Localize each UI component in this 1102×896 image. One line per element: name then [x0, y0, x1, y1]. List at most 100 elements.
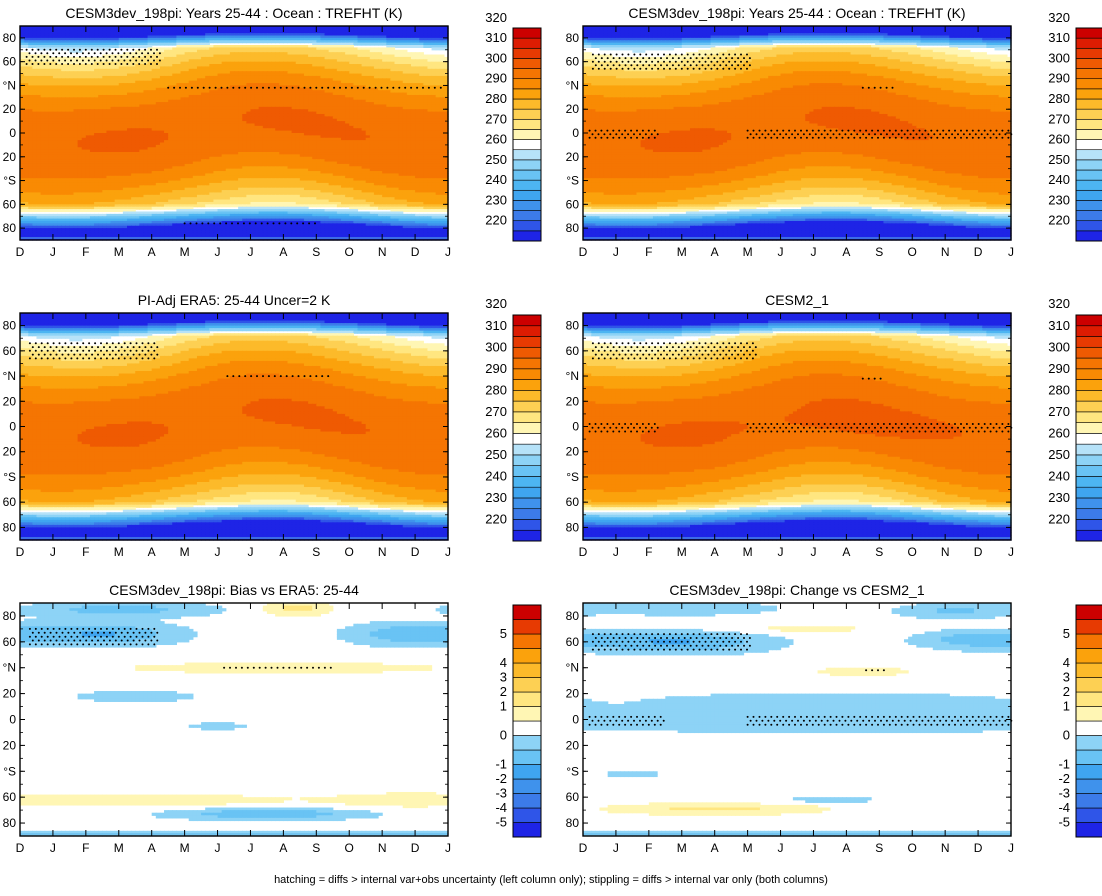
field-cell [254, 66, 260, 70]
field-cell [324, 54, 330, 58]
field-cell [369, 56, 375, 60]
field-cell [390, 56, 396, 60]
field-cell [44, 68, 50, 72]
field-cell [341, 56, 346, 60]
field-cell [164, 61, 169, 65]
field-cell [89, 28, 95, 32]
field-cell [217, 54, 223, 58]
field-cell [328, 42, 334, 46]
field-cell [106, 26, 112, 29]
field-cell [184, 26, 190, 29]
field-cell [345, 71, 350, 75]
field-cell [36, 42, 42, 46]
field-cell [164, 35, 169, 39]
field-cell [52, 42, 58, 46]
field-cell [295, 37, 301, 41]
field-cell [283, 68, 289, 72]
field-cell [365, 37, 371, 41]
field-cell [349, 40, 354, 44]
field-cell [439, 59, 445, 63]
field-cell [85, 35, 91, 39]
field-cell [266, 59, 272, 63]
field-cell [365, 73, 371, 77]
field-cell [295, 40, 301, 44]
field-cell [213, 33, 219, 37]
field-cell [81, 30, 87, 34]
field-cell [114, 45, 120, 48]
field-cell [159, 37, 165, 41]
field-cell [324, 61, 330, 65]
field-cell [143, 71, 149, 75]
field-cell [192, 30, 198, 34]
field-cell [94, 30, 99, 34]
field-cell [246, 26, 252, 29]
field-cell [402, 42, 408, 46]
field-cell [217, 71, 223, 75]
field-cell [308, 52, 313, 56]
field-cell [390, 45, 396, 48]
field-cell [24, 26, 29, 29]
field-cell [102, 28, 108, 32]
field-cell [61, 61, 66, 65]
field-cell [139, 42, 145, 46]
field-cell [390, 73, 396, 77]
field-cell [205, 45, 210, 48]
field-cell [320, 28, 326, 32]
field-cell [139, 28, 145, 32]
field-cell [373, 61, 379, 65]
field-cell [57, 40, 62, 44]
field-cell [386, 52, 391, 56]
field-cell [180, 54, 186, 58]
field-cell [135, 68, 140, 72]
field-cell [435, 66, 441, 70]
field-cell [332, 59, 338, 63]
field-cell [303, 37, 309, 41]
field-cell [386, 33, 391, 37]
field-cell [283, 28, 289, 32]
field-cell [361, 42, 367, 46]
field-cell [394, 56, 400, 60]
field-cell [283, 73, 289, 77]
field-cell [139, 56, 145, 60]
field-cell [439, 33, 445, 37]
field-cell [213, 40, 219, 44]
field-cell [328, 61, 334, 65]
field-cell [85, 40, 91, 44]
field-cell [398, 28, 404, 32]
field-cell [85, 45, 91, 48]
field-cell [229, 49, 235, 53]
field-cell [303, 64, 309, 68]
field-cell [180, 35, 186, 39]
field-cell [28, 73, 33, 77]
field-cell [85, 28, 91, 32]
field-cell [271, 33, 276, 37]
field-cell [435, 59, 441, 63]
field-cell [155, 73, 161, 77]
field-cell [415, 71, 420, 75]
field-cell [143, 26, 149, 29]
field-cell [406, 35, 412, 39]
field-cell [431, 28, 437, 32]
field-cell [308, 33, 313, 37]
field-cell [258, 37, 264, 41]
field-cell [357, 35, 363, 39]
field-cell [320, 47, 326, 51]
field-cell [262, 33, 268, 37]
field-cell [336, 61, 342, 65]
field-cell [180, 33, 186, 37]
field-cell [221, 71, 227, 75]
field-cell [287, 71, 293, 75]
field-cell [102, 64, 108, 68]
field-cell [221, 26, 227, 29]
field-cell [184, 45, 190, 48]
field-cell [110, 66, 116, 70]
field-cell [168, 61, 173, 65]
field-cell [135, 61, 140, 65]
field-cell [57, 71, 62, 75]
field-cell [345, 47, 350, 51]
field-cell [262, 73, 268, 77]
field-cell [28, 28, 33, 32]
field-cell [61, 56, 66, 60]
field-cell [196, 61, 202, 65]
field-cell [299, 66, 305, 70]
